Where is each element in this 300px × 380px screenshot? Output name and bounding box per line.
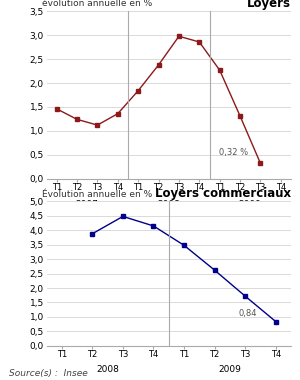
Text: 2008: 2008	[157, 200, 180, 209]
Text: 0,84: 0,84	[239, 309, 257, 318]
Text: 2008: 2008	[96, 364, 119, 374]
Text: 2007: 2007	[76, 200, 99, 209]
Text: 0,32 %: 0,32 %	[219, 148, 248, 157]
Text: évolution annuelle en %: évolution annuelle en %	[42, 0, 152, 8]
Text: Loyers: Loyers	[247, 0, 291, 10]
Text: 2009: 2009	[239, 200, 262, 209]
Text: Évolution annuelle en %: Évolution annuelle en %	[42, 190, 152, 198]
Text: Loyers commerciaux: Loyers commerciaux	[155, 187, 291, 200]
Text: 2009: 2009	[218, 364, 241, 374]
Text: Source(s) :  Insee: Source(s) : Insee	[9, 369, 88, 378]
